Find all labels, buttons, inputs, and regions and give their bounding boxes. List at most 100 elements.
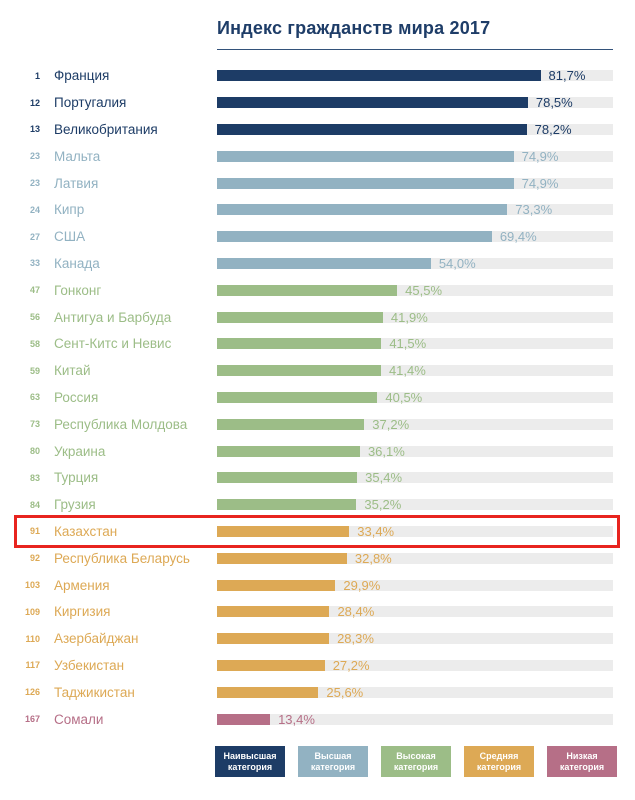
bar-fill: [217, 123, 527, 135]
row-value-label: 41,9%: [390, 309, 428, 325]
row-value-label: 73,3%: [515, 202, 553, 218]
row-country-label: Узбекистан: [54, 657, 125, 673]
row-value-label: 28,3%: [337, 631, 374, 647]
bar-fill: [217, 445, 360, 457]
bar-fill: [217, 713, 271, 725]
row-value-label: 13,4%: [278, 711, 315, 727]
row-country-label: Киргизия: [54, 604, 111, 620]
bar-fill: [217, 338, 382, 350]
row-country-label: Турция: [54, 470, 99, 486]
bar-track: 28,3%: [217, 631, 613, 647]
row-rank: 1: [34, 70, 40, 81]
chart-row: 23 Латвия 74,9%: [0, 170, 613, 197]
row-country-label: Армения: [54, 577, 110, 593]
row-country-label: Канада: [54, 255, 100, 271]
chart-row: 33 Канада 54,0%: [0, 250, 613, 277]
chart-row: 83 Турция 35,4%: [0, 464, 613, 491]
bar-track: 41,4%: [217, 363, 613, 379]
row-value-label: 29,9%: [343, 577, 381, 593]
bar-track: 54,0%: [217, 257, 613, 270]
bar-track: 33,4%: [217, 525, 613, 538]
bar-fill: [217, 606, 330, 618]
bar-track: 74,9%: [217, 175, 613, 191]
bar-track: 29,9%: [217, 577, 613, 593]
chart-row: 24 Кипр 73,3%: [0, 196, 613, 223]
row-country-label: Сомали: [54, 711, 104, 727]
bar-track: 35,4%: [217, 470, 613, 486]
bar-fill: [217, 499, 357, 511]
legend: Наивысшая категория Высшая категория Высок…: [215, 746, 635, 778]
row-rank: 84: [29, 499, 40, 510]
row-country-label: США: [54, 229, 86, 245]
bar-fill: [217, 284, 398, 296]
bar-track: 35,2%: [217, 498, 613, 511]
bar-track: 13,4%: [217, 711, 613, 727]
bar-track: 37,2%: [217, 416, 613, 432]
row-country-label: Грузия: [54, 497, 96, 513]
bar-track: 25,6%: [217, 684, 613, 700]
row-value-label: 27,2%: [332, 657, 370, 673]
row-rank: 23: [29, 151, 40, 162]
row-rank: 110: [25, 633, 40, 644]
chart-row: 1 Франция 81,7%: [0, 63, 613, 90]
row-value-label: 35,4%: [365, 470, 403, 486]
chart-row: 126 Таджикистан 25,6%: [0, 679, 613, 706]
bar-fill: [217, 686, 319, 698]
bar-fill: [217, 204, 508, 216]
bar-track: 78,5%: [217, 96, 613, 109]
row-value-label: 41,5%: [389, 336, 427, 352]
bar-track: 45,5%: [217, 282, 613, 298]
row-value-label: 81,7%: [548, 68, 586, 84]
row-rank: 80: [29, 446, 40, 457]
row-rank: 92: [29, 553, 40, 564]
chart-row: 117 Узбекистан 27,2%: [0, 652, 613, 679]
chart-row: 103 Армения 29,9%: [0, 572, 613, 599]
row-rank: 33: [29, 258, 40, 269]
row-value-label: 41,4%: [388, 363, 426, 379]
row-country-label: Украина: [54, 443, 106, 459]
row-country-label: Республика Молдова: [54, 416, 188, 432]
row-country-label: Франция: [54, 68, 110, 84]
row-country-label: Сент-Китс и Невис: [54, 336, 172, 352]
bar-track: 41,9%: [217, 309, 613, 325]
bar-track: 78,2%: [217, 123, 613, 136]
row-value-label: 25,6%: [326, 684, 364, 700]
bar-fill: [217, 150, 514, 162]
chart-row: 91 Казахстан 33,4%: [0, 515, 620, 548]
bar-fill: [217, 70, 541, 82]
chart-rows: 1 Франция 81,7% 12 Португалия 78,5% 13 Великобр…: [0, 63, 635, 733]
row-rank: 73: [29, 419, 40, 430]
bar-fill: [217, 659, 325, 671]
row-rank: 27: [29, 231, 40, 242]
chart-header: Индекс гражданств мира 2017: [0, 0, 635, 50]
bar-track: 81,7%: [217, 68, 613, 84]
row-rank: 167: [24, 714, 40, 725]
row-value-label: 74,9%: [521, 175, 559, 191]
row-country-label: Россия: [54, 389, 99, 405]
row-country-label: Великобритания: [54, 121, 158, 137]
chart-row: 59 Китай 41,4%: [0, 357, 613, 384]
row-value-label: 45,5%: [405, 282, 443, 298]
row-rank: 109: [24, 606, 40, 617]
bar-track: 36,1%: [217, 445, 613, 458]
row-value-label: 69,4%: [499, 229, 537, 245]
row-rank: 126: [24, 687, 40, 698]
chart-row: 109 Киргизия 28,4%: [0, 598, 613, 625]
bar-fill: [217, 418, 365, 430]
legend-item-higher: Высшая категория: [298, 746, 368, 778]
bar-track: 74,9%: [217, 150, 613, 163]
row-country-label: Латвия: [54, 175, 99, 191]
legend-item-highest: Наивысшая категория: [215, 746, 285, 778]
row-rank: 63: [29, 392, 40, 403]
chart-row: 47 Гонконг 45,5%: [0, 277, 613, 304]
row-value-label: 37,2%: [372, 416, 410, 432]
row-country-label: Кипр: [54, 202, 85, 218]
bar-fill: [217, 579, 336, 591]
chart-row: 12 Португалия 78,5%: [0, 89, 613, 116]
row-country-label: Гонконг: [54, 282, 102, 298]
bar-fill: [217, 177, 514, 189]
chart-row: 63 Россия 40,5%: [0, 384, 613, 411]
row-country-label: Португалия: [54, 95, 127, 111]
chart-row: 27 США 69,4%: [0, 223, 613, 250]
